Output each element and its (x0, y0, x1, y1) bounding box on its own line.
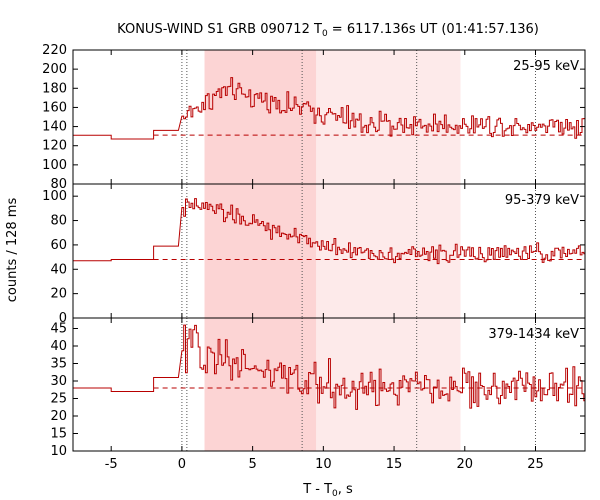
x-tick-label: 20 (457, 457, 474, 472)
x-tick-label: 0 (178, 457, 186, 472)
y-tick-label: 180 (42, 81, 67, 96)
panel-1: 80 100 120 140 160 180 200 220 25-95 keV (42, 43, 586, 192)
y-tick-label: 80 (50, 177, 67, 192)
x-tick-label: -5 (105, 457, 118, 472)
shaded-interval-1 (204, 50, 317, 184)
y-tick-label: 200 (42, 62, 67, 77)
x-tick-label: 15 (386, 457, 403, 472)
chart-title: KONUS-WIND S1 GRB 090712 T0 = 6117.136s … (117, 22, 539, 39)
y-axis-label: counts / 128 ms (5, 198, 20, 303)
y-tick-label: 20 (50, 409, 67, 424)
title-suffix: = 6117.136s UT (01:41:57.136) (328, 22, 539, 37)
y-tick-label: 40 (50, 262, 67, 277)
y-tick-label: 160 (42, 100, 67, 115)
shaded-interval-2 (316, 318, 461, 451)
y-tick-label: 45 (50, 322, 67, 337)
y-tick-label: 15 (50, 427, 67, 442)
light-curve (73, 198, 585, 265)
light-curve (73, 77, 585, 140)
shaded-interval-1 (204, 184, 317, 318)
y-tick-label: 30 (50, 374, 67, 389)
light-curve (73, 324, 585, 410)
energy-band-label: 95-379 keV (505, 193, 579, 208)
title-prefix: KONUS-WIND S1 GRB 090712 T (117, 22, 322, 37)
x-axis-label: T - T0, s (302, 482, 353, 499)
panel-3: 10 15 20 25 30 35 40 45 379-1434 keV (50, 317, 586, 459)
xlabel-suffix: , s (338, 482, 353, 497)
y-tick-label: 100 (42, 189, 67, 204)
y-tick-label: 140 (42, 120, 67, 135)
energy-band-label: 379-1434 keV (488, 327, 579, 342)
xlabel-prefix: T - T (302, 482, 332, 497)
y-tick-label: 25 (50, 392, 67, 407)
x-tick-label: 10 (315, 457, 332, 472)
y-tick-label: 40 (50, 339, 67, 354)
y-tick-label: 35 (50, 357, 67, 372)
x-tick-label: 25 (527, 457, 544, 472)
xlabel-subscript: 0 (332, 489, 338, 499)
y-tick-label: 100 (42, 158, 67, 173)
energy-band-label: 25-95 keV (513, 59, 579, 74)
shaded-interval-2 (316, 184, 461, 318)
y-tick-label: 10 (50, 444, 67, 459)
y-tick-label: 80 (50, 214, 67, 229)
x-tick-label: 5 (248, 457, 256, 472)
panel-2: 0 20 40 60 80 100 95-379 keV (42, 183, 586, 326)
y-tick-label: 220 (42, 43, 67, 58)
title-subscript: 0 (322, 29, 328, 39)
y-tick-label: 20 (50, 287, 67, 302)
y-tick-label: 120 (42, 139, 67, 154)
shaded-interval-1 (204, 318, 317, 451)
y-tick-label: 0 (59, 311, 67, 326)
y-tick-label: 60 (50, 238, 67, 253)
panel-frame (72, 317, 586, 452)
